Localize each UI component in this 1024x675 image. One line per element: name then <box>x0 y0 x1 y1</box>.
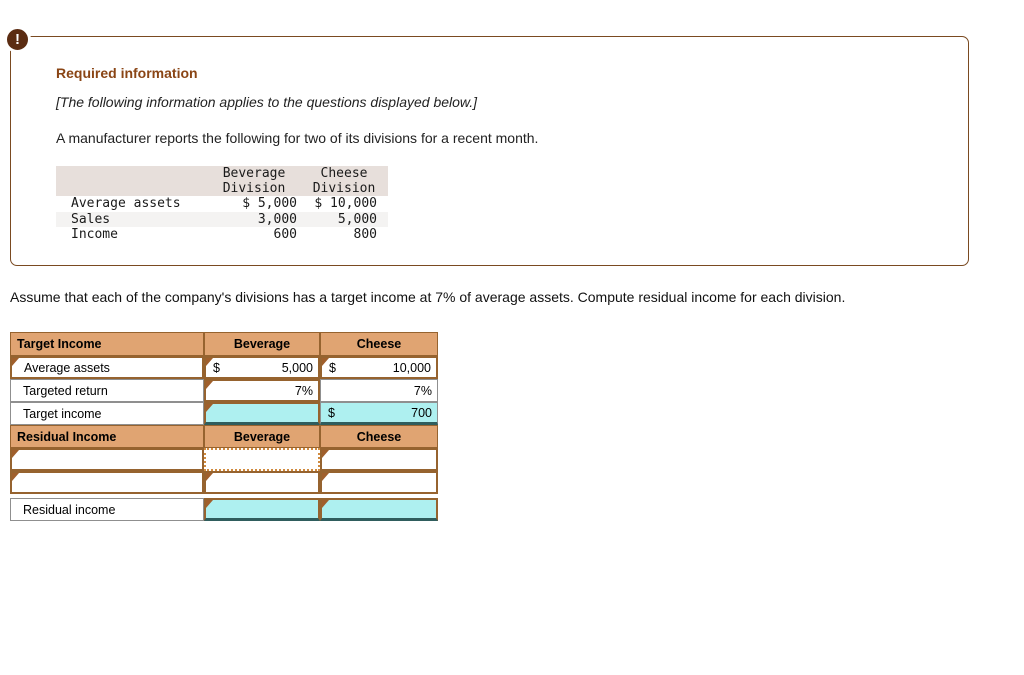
result-cell-target-income-beverage[interactable] <box>204 402 320 425</box>
given-value: $ 10,000 <box>314 196 377 212</box>
table-row: Income 600 800 <box>56 227 388 243</box>
answer-flag-icon <box>12 450 19 458</box>
table-row: Average assets $ 5,000 $ 10,000 <box>56 196 388 212</box>
given-cell-targeted-return-cheese: 7% <box>320 379 438 402</box>
required-info-panel: Required information [The following info… <box>10 36 969 266</box>
answer-flag-icon <box>206 358 213 366</box>
answer-flag-icon <box>206 381 213 389</box>
given-col-cheese-line1: Cheese <box>300 166 388 181</box>
table-row: Residual income <box>10 498 438 521</box>
given-value: $ 5,000 <box>242 196 297 212</box>
answer-flag-icon <box>206 500 213 508</box>
given-col-beverage-line1: Beverage <box>208 166 300 181</box>
result-cell-target-income-cheese: $ 700 <box>320 402 438 425</box>
question-text: Assume that each of the company's divisi… <box>10 289 846 305</box>
focused-input-cell-blank1-beverage[interactable] <box>204 448 320 471</box>
cheese-column-header: Cheese <box>320 332 438 356</box>
label-input-cell-blank1[interactable] <box>10 448 204 471</box>
input-cell-blank2-beverage[interactable] <box>204 471 320 494</box>
residual-income-section-header: Residual Income <box>10 425 204 448</box>
answer-flag-icon <box>322 500 329 508</box>
answer-flag-icon <box>322 450 329 458</box>
table-row: Targeted return 7% 7% <box>10 379 438 402</box>
label-cell-average-assets[interactable]: Average assets <box>10 356 204 379</box>
input-cell-average-assets-beverage[interactable]: $ 5,000 <box>204 356 320 379</box>
answer-flag-icon <box>206 404 213 412</box>
result-cell-residual-income-cheese[interactable] <box>320 498 438 521</box>
input-cell-blank1-cheese[interactable] <box>320 448 438 471</box>
given-table-header-row: Beverage Cheese <box>56 166 388 181</box>
answer-flag-icon <box>322 358 329 366</box>
table-row: Sales 3,000 5,000 <box>56 211 388 227</box>
answer-flag-icon <box>206 473 213 481</box>
table-row: Average assets $ 5,000 $ 10,000 <box>10 356 438 379</box>
required-info-title: Required information <box>56 65 198 81</box>
answer-flag-icon <box>322 473 329 481</box>
table-row <box>10 471 438 494</box>
given-value: 800 <box>353 227 377 243</box>
table-row: Target income $ 700 <box>10 402 438 425</box>
answer-flag-icon <box>12 358 19 366</box>
input-cell-blank2-cheese[interactable] <box>320 471 438 494</box>
required-info-note: [The following information applies to th… <box>56 94 478 110</box>
residual-income-header-row: Residual Income Beverage Cheese <box>10 425 438 448</box>
given-value: 5,000 <box>300 211 388 227</box>
label-cell-targeted-return: Targeted return <box>10 379 204 402</box>
worksheet-table: Target Income Beverage Cheese Average as… <box>10 332 438 521</box>
given-row-label: Sales <box>56 211 208 227</box>
target-income-section-header: Target Income <box>10 332 204 356</box>
target-income-header-row: Target Income Beverage Cheese <box>10 332 438 356</box>
beverage-column-header: Beverage <box>204 425 320 448</box>
label-cell-residual-income: Residual income <box>10 498 204 521</box>
input-cell-targeted-return-beverage[interactable]: 7% <box>204 379 320 402</box>
given-row-label: Income <box>71 227 118 243</box>
required-info-intro: A manufacturer reports the following for… <box>56 130 539 146</box>
label-cell-target-income: Target income <box>10 402 204 425</box>
result-cell-residual-income-beverage[interactable] <box>204 498 320 521</box>
label-input-cell-blank2[interactable] <box>10 471 204 494</box>
table-row <box>10 448 438 471</box>
given-col-cheese-line2: Division <box>300 181 388 196</box>
answer-flag-icon <box>12 473 19 481</box>
given-col-beverage-line2: Division <box>208 181 300 196</box>
beverage-column-header: Beverage <box>204 332 320 356</box>
given-data-table: Beverage Cheese Division Division Averag… <box>56 166 388 243</box>
given-table-header-row2: Division Division <box>56 181 388 196</box>
given-value: 600 <box>273 227 297 243</box>
cheese-column-header: Cheese <box>320 425 438 448</box>
given-row-label: Average assets <box>71 196 181 212</box>
input-cell-average-assets-cheese[interactable]: $ 10,000 <box>320 356 438 379</box>
exclamation-icon: ! <box>4 26 31 53</box>
given-value: 3,000 <box>208 211 300 227</box>
